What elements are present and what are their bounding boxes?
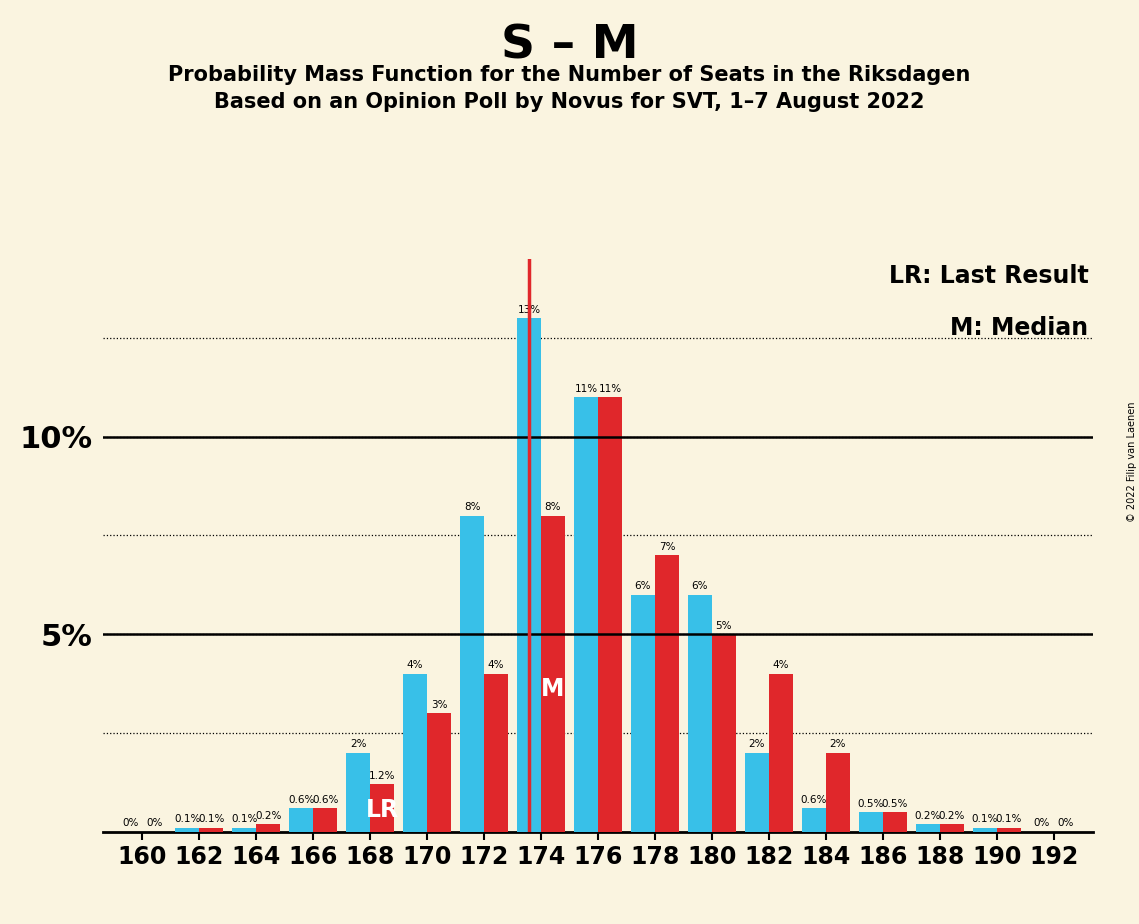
Text: 8%: 8% <box>544 503 562 513</box>
Text: 0.6%: 0.6% <box>312 795 338 805</box>
Text: 0.1%: 0.1% <box>995 814 1022 824</box>
Text: 11%: 11% <box>598 383 622 394</box>
Text: 0.1%: 0.1% <box>174 814 200 824</box>
Text: Probability Mass Function for the Number of Seats in the Riksdagen: Probability Mass Function for the Number… <box>169 65 970 85</box>
Bar <box>802 808 826 832</box>
Bar <box>403 674 427 832</box>
Text: 1.2%: 1.2% <box>369 771 395 781</box>
Bar <box>370 784 394 832</box>
Bar <box>598 397 622 832</box>
Bar <box>541 516 565 832</box>
Text: © 2022 Filip van Laenen: © 2022 Filip van Laenen <box>1126 402 1137 522</box>
Bar <box>883 812 907 832</box>
Text: S – M: S – M <box>501 23 638 68</box>
Bar <box>688 594 712 832</box>
Text: 0.6%: 0.6% <box>801 795 827 805</box>
Text: 5%: 5% <box>715 621 732 631</box>
Text: 3%: 3% <box>431 699 448 710</box>
Bar <box>631 594 655 832</box>
Text: 0%: 0% <box>1057 819 1074 829</box>
Text: 0%: 0% <box>146 819 163 829</box>
Bar <box>289 808 313 832</box>
Text: 7%: 7% <box>658 541 675 552</box>
Bar <box>346 752 370 832</box>
Bar <box>826 752 850 832</box>
Text: 0.1%: 0.1% <box>198 814 224 824</box>
Text: 4%: 4% <box>772 661 789 671</box>
Bar <box>427 713 451 832</box>
Text: 0%: 0% <box>1033 819 1050 829</box>
Bar <box>655 555 679 832</box>
Bar <box>916 823 940 832</box>
Bar <box>859 812 883 832</box>
Bar <box>175 828 199 832</box>
Text: 6%: 6% <box>691 581 708 591</box>
Text: LR: Last Result: LR: Last Result <box>888 264 1089 288</box>
Text: 6%: 6% <box>634 581 652 591</box>
Bar <box>940 823 964 832</box>
Text: M: M <box>541 677 565 701</box>
Bar <box>199 828 223 832</box>
Text: 0.6%: 0.6% <box>288 795 314 805</box>
Text: 2%: 2% <box>829 739 846 749</box>
Text: 0.5%: 0.5% <box>858 798 884 808</box>
Bar <box>517 318 541 832</box>
Text: Based on an Opinion Poll by Novus for SVT, 1–7 August 2022: Based on an Opinion Poll by Novus for SV… <box>214 92 925 113</box>
Bar <box>712 634 736 832</box>
Bar <box>256 823 280 832</box>
Text: 4%: 4% <box>407 661 424 671</box>
Text: 11%: 11% <box>574 383 598 394</box>
Bar <box>997 828 1021 832</box>
Text: 0%: 0% <box>122 819 139 829</box>
Bar <box>769 674 793 832</box>
Text: 4%: 4% <box>487 661 505 671</box>
Text: 0.2%: 0.2% <box>915 810 941 821</box>
Text: 0.2%: 0.2% <box>939 810 965 821</box>
Text: 13%: 13% <box>517 305 541 315</box>
Bar <box>973 828 997 832</box>
Text: 0.5%: 0.5% <box>882 798 908 808</box>
Bar <box>484 674 508 832</box>
Text: 2%: 2% <box>748 739 765 749</box>
Bar <box>313 808 337 832</box>
Bar <box>232 828 256 832</box>
Text: 8%: 8% <box>464 503 481 513</box>
Text: LR: LR <box>366 798 399 822</box>
Bar <box>574 397 598 832</box>
Text: 0.1%: 0.1% <box>972 814 998 824</box>
Text: 0.2%: 0.2% <box>255 810 281 821</box>
Text: M: Median: M: Median <box>950 316 1089 340</box>
Bar <box>460 516 484 832</box>
Text: 0.1%: 0.1% <box>231 814 257 824</box>
Bar <box>745 752 769 832</box>
Text: 2%: 2% <box>350 739 367 749</box>
